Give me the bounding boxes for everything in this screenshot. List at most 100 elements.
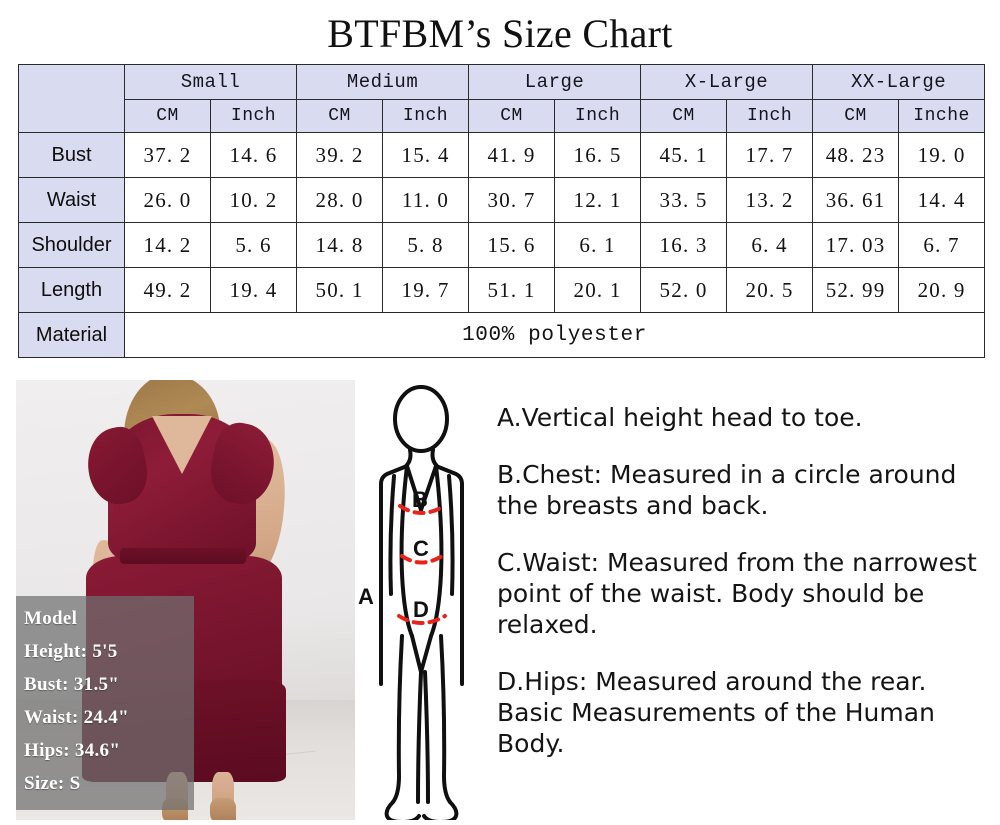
figure-brief-opening xyxy=(410,634,433,674)
unit-header-small-inch: Inch xyxy=(209,99,298,133)
table-row: Bust 37. 2 14. 6 39. 2 15. 4 41. 9 16. 5… xyxy=(18,132,986,178)
figure-head xyxy=(393,385,449,453)
row-label-waist: Waist xyxy=(18,177,125,223)
cell-shoulder-xxlarge-cm: 17. 03 xyxy=(812,222,900,268)
table-row: Length 49. 2 19. 4 50. 1 19. 7 51. 1 20.… xyxy=(18,267,986,313)
cell-length-small-inch: 19. 4 xyxy=(209,267,298,313)
table-body: Bust 37. 2 14. 6 39. 2 15. 4 41. 9 16. 5… xyxy=(18,132,986,358)
cell-length-xxlarge-cm: 52. 99 xyxy=(812,267,900,313)
diagram-label-d: D xyxy=(413,597,429,622)
instruction-c: C.Waist: Measured from the narrowest poi… xyxy=(497,548,977,639)
model-info-height: Height: 5'5 xyxy=(24,641,118,662)
row-label-length: Length xyxy=(18,267,125,313)
cell-bust-large-inch: 16. 5 xyxy=(554,132,642,178)
cell-length-medium-cm: 50. 1 xyxy=(296,267,384,313)
cell-length-xlarge-cm: 52. 0 xyxy=(640,267,728,313)
cell-waist-medium-inch: 11. 0 xyxy=(382,177,470,223)
cell-bust-xlarge-cm: 45. 1 xyxy=(640,132,728,178)
cell-bust-medium-inch: 15. 4 xyxy=(382,132,470,178)
size-group-small: Small xyxy=(123,64,298,100)
figure-neckline xyxy=(405,464,438,512)
cell-shoulder-medium-cm: 14. 8 xyxy=(296,222,384,268)
diagram-label-b: B xyxy=(412,487,428,512)
cell-shoulder-large-cm: 15. 6 xyxy=(468,222,556,268)
cell-shoulder-xlarge-inch: 6. 4 xyxy=(726,222,814,268)
cell-length-xlarge-inch: 20. 5 xyxy=(726,267,814,313)
size-group-x-large: X-Large xyxy=(640,64,814,100)
figure-shoulder-right xyxy=(434,464,464,686)
measurement-instructions: A.Vertical height head to toe. B.Chest: … xyxy=(497,402,989,759)
cell-shoulder-xlarge-cm: 16. 3 xyxy=(640,222,728,268)
model-info-size: Size: S xyxy=(24,773,81,794)
figure-leg-outer-left xyxy=(391,634,404,804)
cell-shoulder-xxlarge-inch: 6. 7 xyxy=(898,222,986,268)
figure-neck-right xyxy=(430,448,439,468)
measure-line-waist xyxy=(400,554,444,565)
instruction-d: D.Hips: Measured around the rear. Basic … xyxy=(497,667,935,758)
table-row-material: Material 100% polyester xyxy=(18,312,986,358)
dress-v-neckline xyxy=(152,416,212,474)
cell-bust-large-cm: 41. 9 xyxy=(468,132,556,178)
body-figure-svg xyxy=(379,385,464,820)
cell-shoulder-large-inch: 6. 1 xyxy=(554,222,642,268)
table-header: Small Medium Large X-Large XX-Large CM I… xyxy=(18,64,986,133)
figure-arm-inner-right xyxy=(447,474,455,596)
figure-shoulder-left xyxy=(379,464,409,686)
unit-header-xxlarge-inch: Inche xyxy=(898,99,986,133)
row-label-material: Material xyxy=(18,312,125,358)
cell-bust-xxlarge-cm: 48. 23 xyxy=(812,132,900,178)
unit-header-large-inch: Inch xyxy=(554,99,642,133)
unit-header-xlarge-inch: Inch xyxy=(726,99,814,133)
cell-shoulder-small-cm: 14. 2 xyxy=(124,222,211,268)
cell-shoulder-medium-inch: 5. 8 xyxy=(382,222,470,268)
measure-line-hips xyxy=(397,614,447,625)
table-corner-cell xyxy=(18,64,125,133)
cell-waist-xlarge-cm: 33. 5 xyxy=(640,177,728,223)
row-label-bust: Bust xyxy=(18,132,125,178)
dress-waist-belt xyxy=(120,548,246,564)
cell-bust-medium-cm: 39. 2 xyxy=(296,132,384,178)
unit-header-small-cm: CM xyxy=(124,99,211,133)
cell-length-xxlarge-inch: 20. 9 xyxy=(898,267,986,313)
figure-foot-left xyxy=(384,800,421,820)
cell-bust-small-cm: 37. 2 xyxy=(124,132,211,178)
cell-length-medium-inch: 19. 7 xyxy=(382,267,470,313)
cell-waist-xxlarge-cm: 36. 61 xyxy=(812,177,900,223)
cell-material-value: 100% polyester xyxy=(123,312,986,358)
figure-foot-right xyxy=(422,800,459,820)
cell-shoulder-small-inch: 5. 6 xyxy=(209,222,298,268)
figure-neck-left xyxy=(404,448,413,468)
cell-waist-small-inch: 10. 2 xyxy=(209,177,298,223)
table-row: Shoulder 14. 2 5. 6 14. 8 5. 8 15. 6 6. … xyxy=(18,222,986,268)
model-info-heading: Model xyxy=(24,608,78,629)
figure-body-side-left xyxy=(399,464,414,638)
cell-bust-xxlarge-inch: 19. 0 xyxy=(898,132,986,178)
figure-arm-inner-left xyxy=(388,474,396,596)
body-measurement-diagram: B C D A xyxy=(356,384,486,820)
size-group-large: Large xyxy=(468,64,642,100)
unit-header-medium-cm: CM xyxy=(296,99,384,133)
model-shoe-right xyxy=(210,798,236,820)
measure-line-bust xyxy=(398,504,446,515)
cell-waist-medium-cm: 28. 0 xyxy=(296,177,384,223)
size-group-medium: Medium xyxy=(296,64,470,100)
cell-waist-xlarge-inch: 13. 2 xyxy=(726,177,814,223)
figure-leg-outer-right xyxy=(439,634,452,804)
instruction-b: B.Chest: Measured in a circle around the… xyxy=(497,460,957,520)
unit-header-xxlarge-cm: CM xyxy=(812,99,900,133)
unit-header-xlarge-cm: CM xyxy=(640,99,728,133)
size-chart-table-container: Small Medium Large X-Large XX-Large CM I… xyxy=(18,64,986,358)
instruction-a: A.Vertical height head to toe. xyxy=(497,403,863,432)
model-photo: Model Height: 5'5 Bust: 31.5" Waist: 24.… xyxy=(16,380,355,820)
size-chart-table: Small Medium Large X-Large XX-Large CM I… xyxy=(18,64,986,358)
cell-length-large-cm: 51. 1 xyxy=(468,267,556,313)
diagram-label-a: A xyxy=(358,584,374,609)
page-title: BTFBM’s Size Chart xyxy=(327,11,673,56)
cell-bust-small-inch: 14. 6 xyxy=(209,132,298,178)
cell-length-small-cm: 49. 2 xyxy=(124,267,211,313)
cell-waist-xxlarge-inch: 14. 4 xyxy=(898,177,986,223)
cell-waist-large-inch: 12. 1 xyxy=(554,177,642,223)
cell-waist-large-cm: 30. 7 xyxy=(468,177,556,223)
figure-leg-inner-left xyxy=(416,670,423,804)
unit-header-large-cm: CM xyxy=(468,99,556,133)
